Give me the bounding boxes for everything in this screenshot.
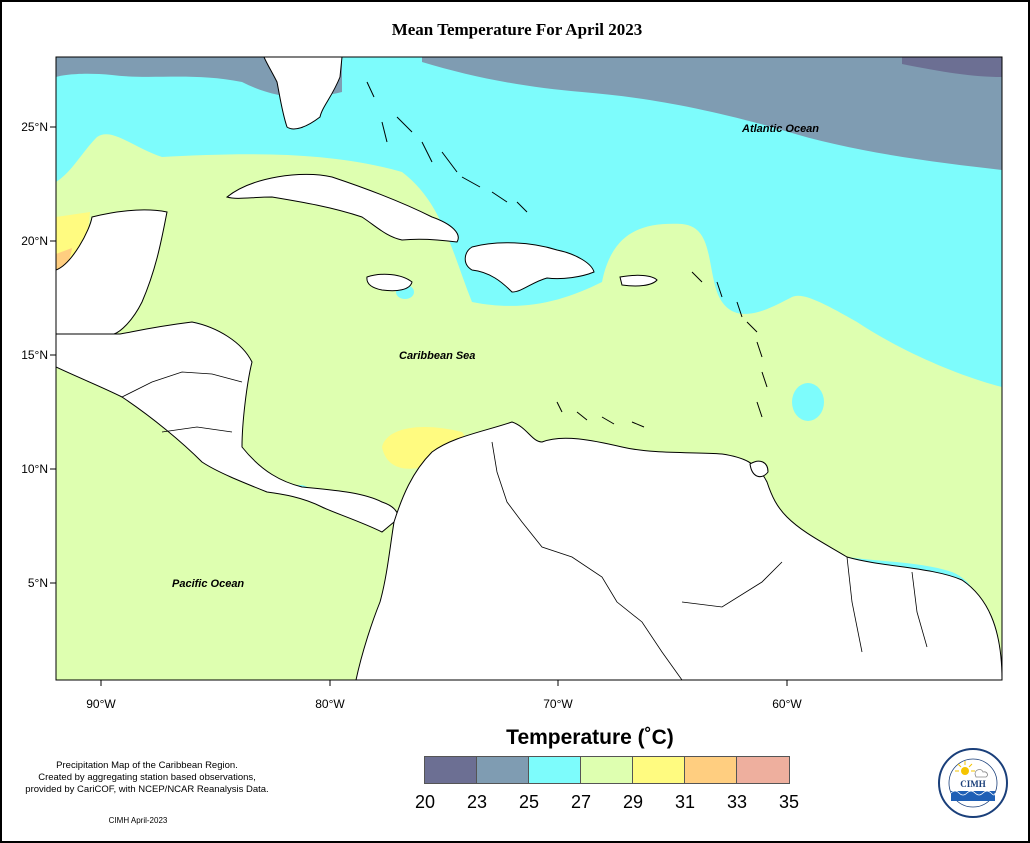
lat-label-25: 25°N bbox=[21, 120, 48, 134]
land-florida bbox=[263, 57, 343, 130]
legend-tick-20: 20 bbox=[414, 792, 436, 812]
lon-label-90: 90°W bbox=[86, 697, 116, 711]
temp-band-23-25-atlantic bbox=[422, 57, 1002, 170]
legend-tick-29: 29 bbox=[622, 792, 644, 812]
legend-swatch-25-27 bbox=[529, 757, 581, 783]
legend-tick-35: 35 bbox=[778, 792, 800, 812]
map-title: Mean Temperature For April 2023 bbox=[391, 20, 643, 39]
land-jamaica bbox=[366, 273, 413, 292]
lon-axis: 90°W 80°W 70°W 60°W bbox=[86, 680, 802, 711]
temp-band-25-27 bbox=[56, 57, 1002, 387]
country-borders bbox=[121, 371, 928, 680]
note-line-1: Precipitation Map of the Caribbean Regio… bbox=[56, 760, 238, 771]
cimh-logo: CIMH bbox=[937, 747, 1009, 819]
label-pacific-ocean: Pacific Ocean bbox=[172, 578, 244, 590]
credit-text: CIMH April-2023 bbox=[108, 816, 168, 825]
note-line-3: provided by CariCOF, with NCEP/NCAR Rean… bbox=[25, 784, 269, 795]
legend-title: Temperature (˚C) bbox=[506, 726, 674, 749]
legend-colorbar bbox=[424, 756, 790, 784]
lon-label-70: 70°W bbox=[543, 697, 573, 711]
map-frame bbox=[55, 56, 1003, 681]
abc-islands-outline bbox=[556, 401, 645, 428]
small-islands bbox=[366, 81, 768, 428]
legend-swatch-20-23 bbox=[425, 757, 477, 783]
legend-swatch-33-35 bbox=[737, 757, 789, 783]
land-cuba bbox=[225, 173, 459, 243]
sun-icon bbox=[961, 767, 969, 775]
legend-tick-33: 33 bbox=[726, 792, 748, 812]
logo-acronym: CIMH bbox=[960, 779, 986, 789]
land-hispaniola bbox=[464, 242, 595, 293]
legend-swatch-23-25 bbox=[477, 757, 529, 783]
temp-band-20-23 bbox=[902, 57, 1002, 77]
lat-label-5: 5°N bbox=[28, 576, 48, 590]
land-central-america bbox=[56, 321, 399, 533]
legend-tick-23: 23 bbox=[466, 792, 488, 812]
cloud-icon bbox=[974, 769, 988, 778]
label-caribbean-sea: Caribbean Sea bbox=[399, 350, 475, 362]
lat-label-20: 20°N bbox=[21, 234, 48, 248]
border-guyana-suriname bbox=[846, 556, 863, 653]
border-central-america-a bbox=[121, 371, 243, 398]
legend-swatch-29-31 bbox=[633, 757, 685, 783]
map-description: Precipitation Map of the Caribbean Regio… bbox=[4, 760, 290, 796]
border-central-america-b bbox=[161, 426, 233, 433]
lesser-antilles-outline bbox=[691, 271, 768, 418]
map-plot-area: Atlantic Ocean Caribbean Sea Pacific Oce… bbox=[56, 57, 1002, 680]
legend-tick-31: 31 bbox=[674, 792, 696, 812]
lon-label-80: 80°W bbox=[315, 697, 345, 711]
landmass-group bbox=[56, 57, 1002, 680]
cimh-logo-emblem bbox=[938, 748, 1008, 818]
land-yucatan bbox=[56, 209, 168, 335]
note-line-2: Created by aggregating station based obs… bbox=[38, 772, 256, 783]
border-colombia-venezuela bbox=[491, 441, 683, 680]
legend-swatch-31-33 bbox=[685, 757, 737, 783]
lat-label-10: 10°N bbox=[21, 462, 48, 476]
bahamas-outline bbox=[366, 81, 528, 213]
lat-label-15: 15°N bbox=[21, 348, 48, 362]
lon-label-60: 60°W bbox=[772, 697, 802, 711]
waves-icon bbox=[951, 791, 995, 801]
legend-swatch-27-29 bbox=[581, 757, 633, 783]
lat-axis: 25°N 20°N 15°N 10°N 5°N bbox=[21, 120, 56, 590]
land-puerto-rico bbox=[619, 274, 658, 287]
legend-tick-27: 27 bbox=[570, 792, 592, 812]
label-atlantic-ocean: Atlantic Ocean bbox=[741, 123, 819, 135]
temp-cell-27-a bbox=[792, 383, 824, 421]
land-trinidad bbox=[749, 460, 769, 478]
border-suriname-guiana bbox=[911, 571, 928, 648]
legend-tick-25: 25 bbox=[518, 792, 540, 812]
border-venezuela-brazil bbox=[681, 561, 783, 608]
